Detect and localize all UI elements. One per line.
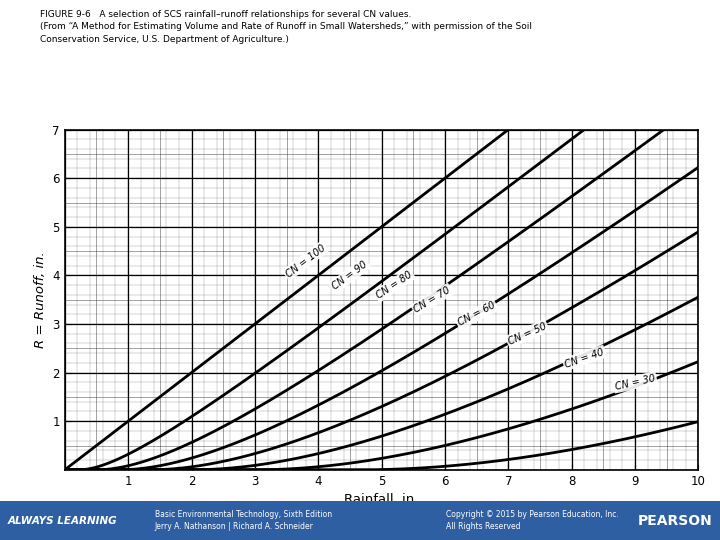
Text: Basic Environmental Technology, Sixth Edition
Jerry A. Nathanson | Richard A. Sc: Basic Environmental Technology, Sixth Ed… <box>155 510 332 531</box>
Text: CN = 70: CN = 70 <box>412 285 452 314</box>
X-axis label: Rainfall, in.: Rainfall, in. <box>344 493 419 506</box>
Text: CN = 30: CN = 30 <box>614 373 656 392</box>
Text: CN = 40: CN = 40 <box>563 347 606 369</box>
Text: CN = 80: CN = 80 <box>374 269 414 301</box>
Text: ALWAYS LEARNING: ALWAYS LEARNING <box>7 516 117 525</box>
Text: CN = 60: CN = 60 <box>456 300 497 328</box>
Text: CN = 50: CN = 50 <box>507 321 548 347</box>
Y-axis label: R = Runoff, in.: R = Runoff, in. <box>34 251 47 348</box>
Text: FIGURE 9-6   A selection of SCS rainfall–runoff relationships for several CN val: FIGURE 9-6 A selection of SCS rainfall–r… <box>40 10 531 44</box>
Text: PEARSON: PEARSON <box>638 514 713 528</box>
Text: CN = 90: CN = 90 <box>330 259 369 292</box>
Text: Copyright © 2015 by Pearson Education, Inc.
All Rights Reserved: Copyright © 2015 by Pearson Education, I… <box>446 510 619 531</box>
Text: CN = 100: CN = 100 <box>284 242 328 279</box>
